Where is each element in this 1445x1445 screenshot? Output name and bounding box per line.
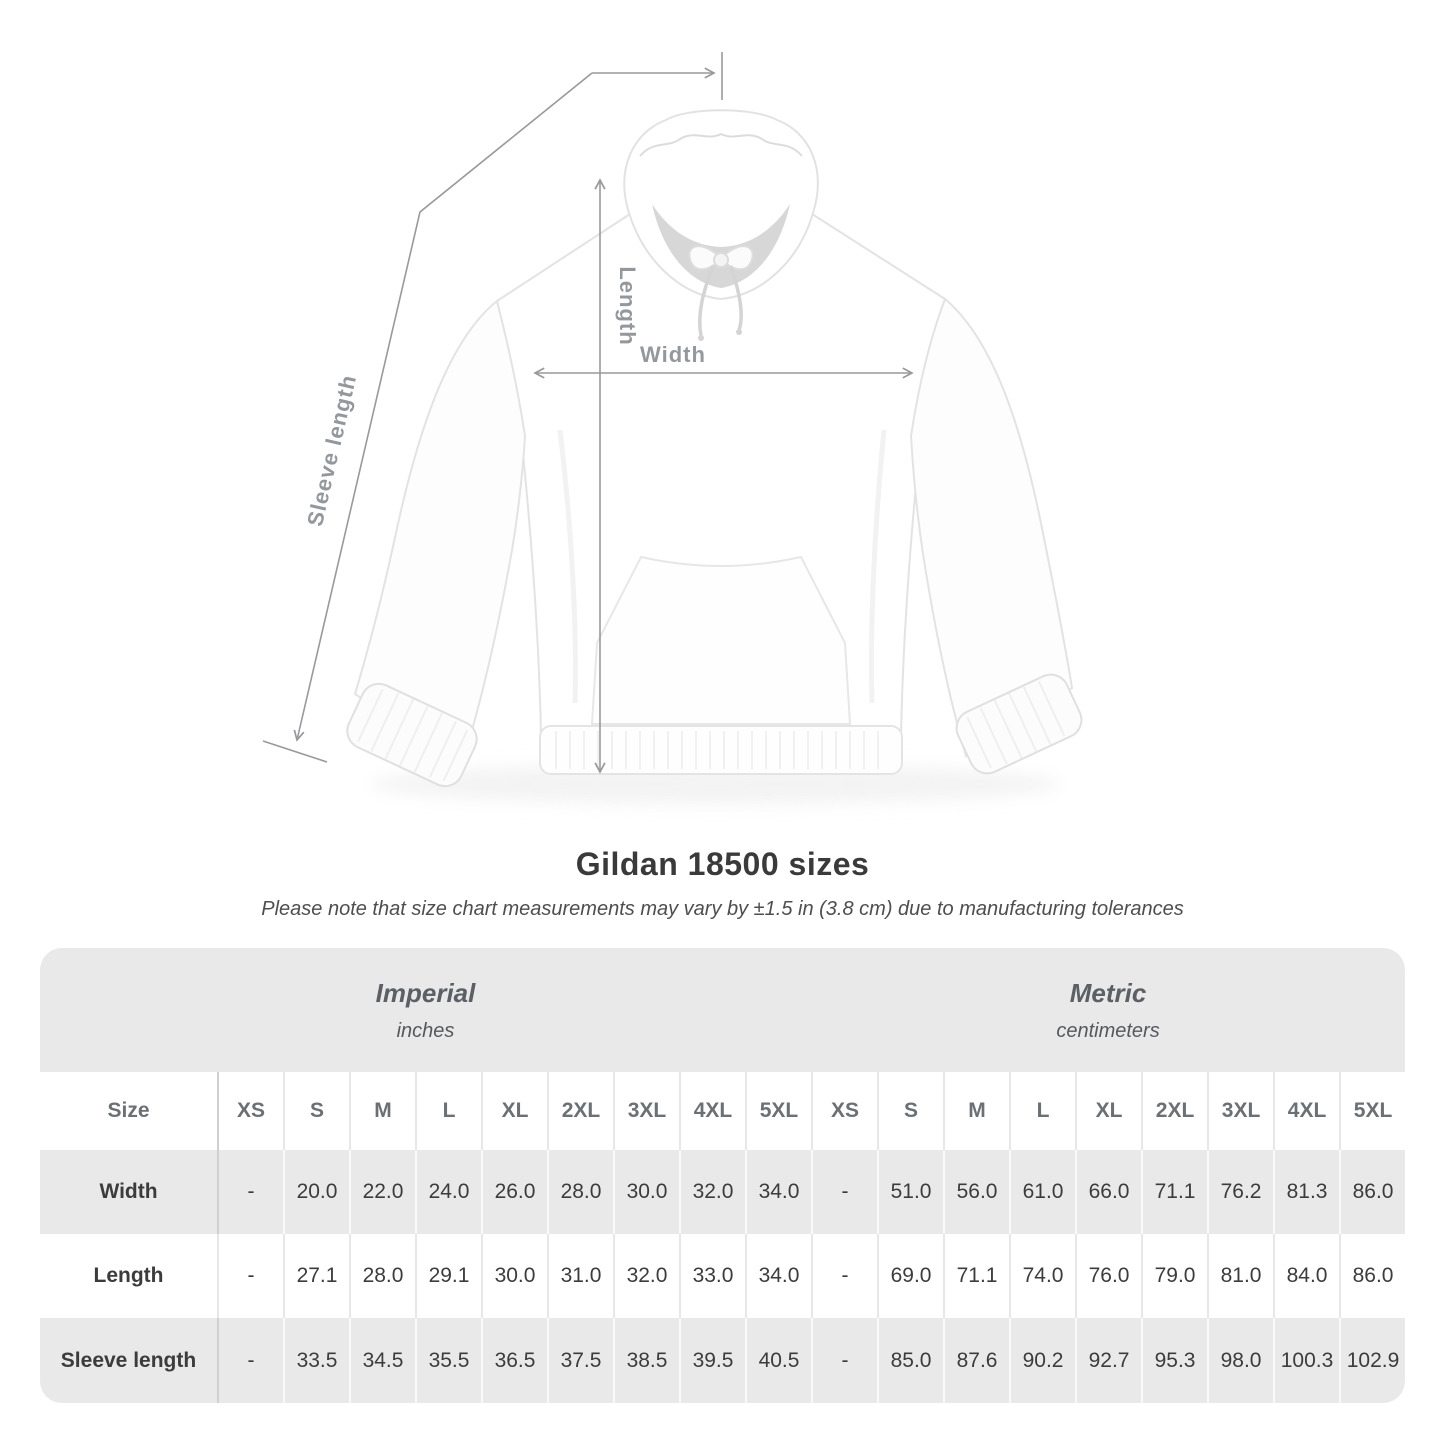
- title-block: Gildan 18500 sizes Please note that size…: [0, 846, 1445, 921]
- metric-section-title: Metric: [1069, 977, 1147, 1008]
- value-cell: 26.0: [481, 1150, 547, 1234]
- value-cell: 95.3: [1141, 1318, 1208, 1403]
- value-cell: 35.5: [415, 1318, 481, 1403]
- size-cell: 2XL: [1141, 1072, 1208, 1150]
- value-cell: 86.0: [1339, 1150, 1406, 1234]
- size-cell: XS: [217, 1072, 283, 1150]
- value-cell: 81.3: [1273, 1150, 1340, 1234]
- value-cell: 38.5: [613, 1318, 679, 1403]
- size-cell: L: [1009, 1072, 1076, 1150]
- value-cell: 51.0: [877, 1150, 944, 1234]
- value-cell: -: [217, 1150, 283, 1234]
- size-cell: S: [877, 1072, 944, 1150]
- value-cell: -: [811, 1234, 878, 1318]
- size-cell: 3XL: [1207, 1072, 1274, 1150]
- size-cell: L: [415, 1072, 481, 1150]
- value-cell: -: [217, 1234, 283, 1318]
- value-cell: 40.5: [745, 1318, 812, 1403]
- value-cell: -: [811, 1150, 878, 1234]
- size-cell: 4XL: [679, 1072, 745, 1150]
- value-cell: 27.1: [283, 1234, 349, 1318]
- length-label: Length: [615, 266, 640, 345]
- value-cell: 31.0: [547, 1234, 613, 1318]
- metric-section-header: Metric centimeters: [811, 948, 1406, 1072]
- value-cell: 71.1: [1141, 1150, 1208, 1234]
- imperial-section-units: inches: [396, 1019, 455, 1042]
- value-cell: 86.0: [1339, 1234, 1406, 1318]
- size-table: Imperial inches Metric centimeters Size …: [40, 948, 1406, 1403]
- metric-section-units: centimeters: [1056, 1019, 1160, 1042]
- value-cell: 28.0: [547, 1150, 613, 1234]
- value-cell: 87.6: [943, 1318, 1010, 1403]
- sleeve-length-row: Sleeve length - 33.5 34.5 35.5 36.5 37.5…: [40, 1318, 1406, 1403]
- value-cell: 71.1: [943, 1234, 1010, 1318]
- value-cell: 33.5: [283, 1318, 349, 1403]
- value-cell: 100.3: [1273, 1318, 1340, 1403]
- value-cell: 81.0: [1207, 1234, 1274, 1318]
- size-cell: XL: [1075, 1072, 1142, 1150]
- value-cell: 29.1: [415, 1234, 481, 1318]
- value-cell: 28.0: [349, 1234, 415, 1318]
- value-cell: 92.7: [1075, 1318, 1142, 1403]
- value-cell: 37.5: [547, 1318, 613, 1403]
- value-cell: 69.0: [877, 1234, 944, 1318]
- imperial-section-title: Imperial: [375, 977, 476, 1008]
- value-cell: 74.0: [1009, 1234, 1076, 1318]
- value-cell: 56.0: [943, 1150, 1010, 1234]
- value-cell: 36.5: [481, 1318, 547, 1403]
- value-cell: 79.0: [1141, 1234, 1208, 1318]
- value-cell: 33.0: [679, 1234, 745, 1318]
- size-cell: XL: [481, 1072, 547, 1150]
- size-cell: M: [349, 1072, 415, 1150]
- value-cell: 66.0: [1075, 1150, 1142, 1234]
- value-cell: 32.0: [679, 1150, 745, 1234]
- length-row: Length - 27.1 28.0 29.1 30.0 31.0 32.0 3…: [40, 1234, 1406, 1318]
- size-cell: S: [283, 1072, 349, 1150]
- value-cell: 39.5: [679, 1318, 745, 1403]
- sleeve-length-arrow: [262, 52, 723, 763]
- size-cell: 4XL: [1273, 1072, 1340, 1150]
- size-header-row: Size XS S M L XL 2XL 3XL 4XL 5XL XS S M …: [40, 1072, 1406, 1150]
- size-cell: 5XL: [745, 1072, 812, 1150]
- size-cell: 2XL: [547, 1072, 613, 1150]
- row-label: Length: [40, 1234, 217, 1318]
- page-title: Gildan 18500 sizes: [575, 846, 870, 882]
- value-cell: 76.0: [1075, 1234, 1142, 1318]
- value-cell: 85.0: [877, 1318, 944, 1403]
- row-label: Sleeve length: [40, 1318, 217, 1403]
- value-cell: 24.0: [415, 1150, 481, 1234]
- hoodie-image: [346, 109, 1083, 804]
- value-cell: 98.0: [1207, 1318, 1274, 1403]
- value-cell: -: [811, 1318, 878, 1403]
- hoodie-measurement-diagram: Sleeve length Length Width: [262, 52, 1083, 804]
- value-cell: 76.2: [1207, 1150, 1274, 1234]
- value-cell: 34.5: [349, 1318, 415, 1403]
- value-cell: 90.2: [1009, 1318, 1076, 1403]
- value-cell: 30.0: [613, 1150, 679, 1234]
- value-cell: 34.0: [745, 1234, 812, 1318]
- size-cell: XS: [811, 1072, 878, 1150]
- value-cell: 84.0: [1273, 1234, 1340, 1318]
- size-cell: 5XL: [1339, 1072, 1406, 1150]
- width-label: Width: [640, 342, 706, 367]
- value-cell: 34.0: [745, 1150, 812, 1234]
- width-row: Width - 20.0 22.0 24.0 26.0 28.0 30.0 32…: [40, 1150, 1406, 1234]
- value-cell: 61.0: [1009, 1150, 1076, 1234]
- value-cell: 22.0: [349, 1150, 415, 1234]
- value-cell: 102.9: [1339, 1318, 1406, 1403]
- size-header-label: Size: [40, 1072, 217, 1150]
- value-cell: 20.0: [283, 1150, 349, 1234]
- tolerance-note: Please note that size chart measurements…: [261, 898, 1184, 920]
- imperial-section-header: Imperial inches: [40, 948, 812, 1072]
- value-cell: -: [217, 1318, 283, 1403]
- row-label: Width: [40, 1150, 217, 1234]
- value-cell: 30.0: [481, 1234, 547, 1318]
- value-cell: 32.0: [613, 1234, 679, 1318]
- unit-section-header-row: Imperial inches Metric centimeters: [40, 948, 1406, 1072]
- size-table-container: Imperial inches Metric centimeters Size …: [40, 948, 1406, 1403]
- size-cell: M: [943, 1072, 1010, 1150]
- size-cell: 3XL: [613, 1072, 679, 1150]
